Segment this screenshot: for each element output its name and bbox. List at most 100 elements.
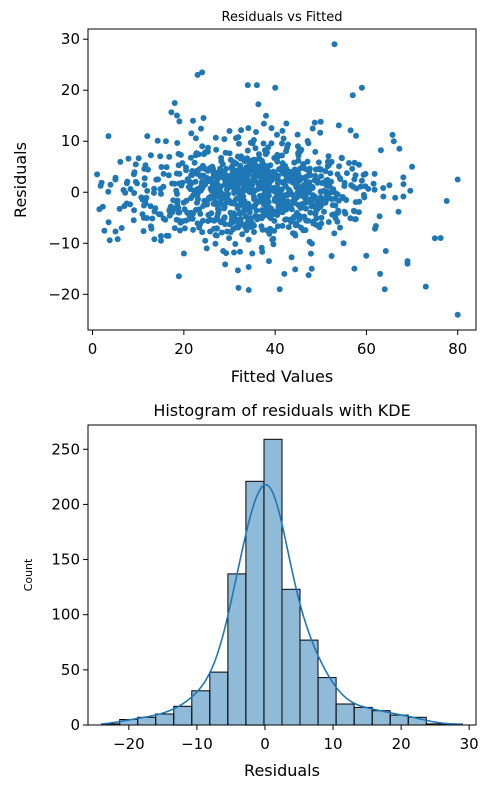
scatter-point	[261, 147, 268, 154]
scatter-point	[175, 273, 182, 280]
y-tick-label: 250	[51, 440, 80, 458]
scatter-point	[222, 221, 228, 228]
scatter-point	[226, 128, 233, 134]
scatter-point	[353, 185, 360, 192]
scatter-point	[349, 165, 356, 172]
y-tick-label: −10	[48, 234, 80, 252]
scatter-point	[235, 194, 242, 201]
scatter-point	[225, 180, 231, 187]
scatter-point	[365, 185, 372, 192]
scatter-point	[245, 216, 252, 222]
scatter-point	[234, 267, 241, 274]
scatter-point	[157, 233, 164, 239]
scatter-point	[228, 218, 235, 225]
histogram-bar	[209, 671, 229, 726]
x-tick-label: 0	[88, 340, 98, 358]
scatter-point	[263, 177, 270, 184]
scatter-point	[219, 201, 226, 208]
scatter-point	[271, 197, 278, 204]
scatter-point	[215, 207, 222, 214]
y-tick-label: 0	[70, 716, 80, 734]
scatter-point	[380, 193, 387, 200]
scatter-point	[197, 221, 203, 228]
scatter-point	[280, 196, 287, 203]
scatter-point	[242, 167, 249, 174]
scatter-point	[212, 134, 219, 141]
scatter-point	[282, 216, 289, 223]
scatter-point	[203, 245, 210, 252]
scatter-point	[280, 135, 287, 142]
scatter-point	[198, 125, 204, 132]
scatter-point	[105, 219, 112, 226]
scatter-point	[270, 235, 277, 242]
histogram-bar	[263, 438, 283, 726]
scatter-point	[173, 187, 180, 194]
scatter-point	[331, 41, 338, 48]
scatter-point	[252, 161, 259, 168]
scatter-point	[151, 236, 158, 243]
scatter-point	[105, 133, 112, 140]
scatter-point	[160, 183, 167, 190]
scatter-point	[302, 165, 309, 172]
scatter-point	[352, 172, 359, 179]
scatter-points	[94, 41, 461, 318]
scatter-point	[260, 201, 267, 208]
scatter-point	[204, 201, 211, 208]
scatter-point	[404, 260, 411, 267]
scatter-point	[306, 165, 313, 172]
scatter-point	[291, 159, 298, 166]
scatter-point	[296, 216, 303, 223]
scatter-point	[254, 171, 261, 177]
scatter-point	[238, 127, 245, 134]
scatter-point	[331, 230, 338, 237]
scatter-point	[299, 192, 306, 199]
scatter-point	[194, 199, 200, 206]
scatter-point	[279, 152, 285, 159]
scatter-point	[347, 215, 354, 222]
scatter-point	[179, 160, 186, 167]
scatter-title: Residuals vs Fitted	[222, 10, 343, 25]
scatter-point	[206, 195, 213, 202]
scatter-point	[246, 161, 253, 168]
histogram-bar	[281, 588, 301, 726]
histogram-plot-frame	[87, 424, 477, 726]
scatter-point	[232, 171, 239, 178]
scatter-point	[237, 248, 243, 255]
scatter-point	[347, 127, 354, 134]
histogram-bar	[353, 706, 373, 726]
scatter-point	[386, 182, 393, 189]
scatter-point	[105, 188, 112, 195]
scatter-point	[279, 222, 286, 229]
scatter-point	[223, 250, 230, 257]
scatter-point	[160, 170, 167, 177]
scatter-point	[211, 217, 218, 224]
scatter-point	[114, 236, 121, 243]
y-tick-label: 10	[61, 132, 80, 150]
scatter-point	[152, 205, 159, 212]
scatter-point	[295, 143, 301, 150]
scatter-point	[341, 179, 348, 186]
scatter-point	[174, 112, 180, 119]
scatter-point	[235, 202, 242, 209]
scatter-point	[337, 224, 343, 231]
scatter-point	[205, 218, 211, 224]
scatter-point	[268, 140, 275, 147]
scatter-point	[282, 203, 288, 209]
histogram-bar	[245, 480, 265, 726]
scatter-point	[348, 182, 355, 189]
scatter-point	[268, 125, 275, 132]
scatter-point	[162, 138, 169, 145]
scatter-point	[437, 235, 444, 241]
scatter-point	[332, 202, 339, 209]
scatter-point	[112, 176, 119, 183]
scatter-point	[422, 283, 429, 290]
scatter-point	[132, 161, 139, 168]
histogram-y-axis: 0 50 100 150 200 250	[51, 440, 88, 734]
scatter-point	[232, 241, 239, 247]
scatter-point	[275, 203, 282, 210]
scatter-point	[370, 180, 377, 187]
x-tick-label: 10	[324, 735, 343, 753]
scatter-point	[276, 286, 283, 293]
scatter-point	[255, 101, 262, 108]
scatter-point	[358, 177, 365, 184]
